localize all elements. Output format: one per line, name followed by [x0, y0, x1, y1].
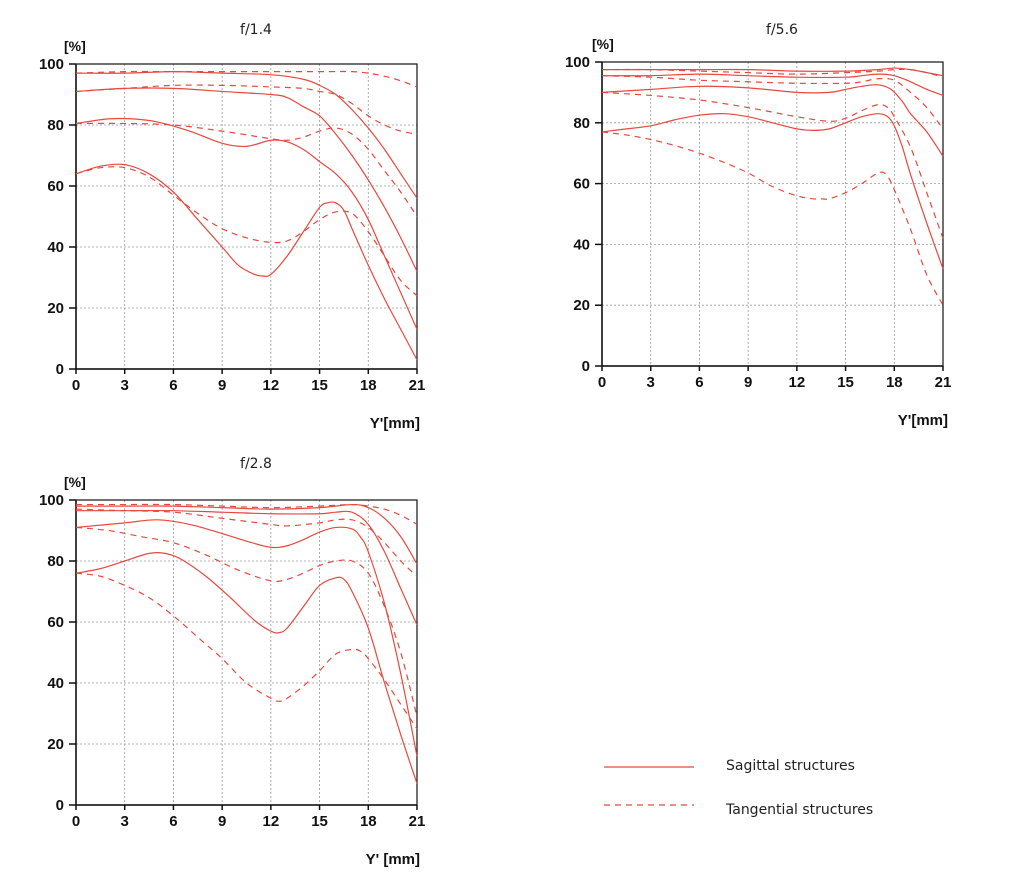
y-tick-label: 40 — [47, 239, 64, 256]
chart-f5-6: f/5.6 [%] Y'[mm] 0 20 40 60 80 100 0 3 6 9 12 15 18 2… — [565, 22, 951, 429]
grid — [75, 499, 418, 806]
tangential-curve — [75, 508, 418, 577]
sagittal-curve — [75, 519, 418, 757]
x-tick-label: 18 — [886, 374, 903, 391]
x-tick-label: 15 — [837, 374, 854, 391]
tangential-curve — [601, 131, 944, 306]
plot-frame — [601, 61, 944, 367]
tangential-curve — [601, 75, 944, 130]
tangential-curve — [75, 166, 418, 297]
x-tick-label: 3 — [121, 377, 129, 394]
legend: Sagittal structures Tangential structure… — [604, 758, 873, 818]
y-tick-label: 60 — [573, 176, 590, 193]
tangential-curve — [75, 503, 418, 525]
x-tick-label: 12 — [263, 377, 280, 394]
y-tick-label: 40 — [573, 236, 590, 253]
legend-tangential-label: Tangential structures — [725, 802, 873, 818]
sagittal-curve — [601, 73, 944, 97]
y-tick-label: 20 — [47, 300, 64, 317]
y-tick-label: 100 — [565, 54, 590, 71]
sagittal-curve — [75, 163, 418, 361]
y-tick-label: 80 — [47, 553, 64, 570]
sagittal-curve — [75, 71, 418, 199]
tangential-curve — [75, 84, 418, 135]
y-tick-label: 20 — [47, 736, 64, 753]
x-tick-label: 12 — [789, 374, 806, 391]
x-tick-label: 21 — [935, 374, 952, 391]
x-tick-label: 3 — [647, 374, 655, 391]
x-tick-label: 0 — [72, 377, 80, 394]
x-tick-label: 6 — [169, 377, 177, 394]
x-tick-label: 9 — [218, 377, 226, 394]
sagittal-curve — [601, 84, 944, 157]
tick-labels: 0 20 40 60 80 100 0 3 6 9 12 15 18 21 — [565, 54, 951, 391]
tangential-curve — [75, 70, 418, 88]
x-tick-label: 6 — [169, 813, 177, 830]
y-axis-unit: [%] — [64, 474, 86, 490]
y-tick-label: 40 — [47, 675, 64, 692]
y-axis-unit: [%] — [64, 38, 86, 54]
y-tick-label: 20 — [573, 297, 590, 314]
tick-labels: 0 20 40 60 80 100 0 3 6 9 12 15 18 21 — [39, 492, 425, 830]
x-tick-label: 15 — [311, 813, 328, 830]
x-tick-label: 6 — [695, 374, 703, 391]
x-tick-label: 21 — [409, 813, 426, 830]
tangential-curve — [75, 572, 418, 730]
x-tick-label: 12 — [263, 813, 280, 830]
y-tick-label: 0 — [56, 361, 64, 378]
tangential-curve — [601, 91, 944, 239]
tangential-curve — [75, 526, 418, 717]
x-axis-label: Y'[mm] — [370, 415, 420, 432]
chart-title: f/1.4 — [240, 22, 272, 38]
y-axis-unit: [%] — [592, 36, 614, 52]
grid — [601, 61, 944, 367]
y-tick-label: 100 — [39, 56, 64, 73]
curves — [75, 503, 418, 784]
y-tick-label: 0 — [56, 797, 64, 814]
y-tick-label: 80 — [573, 115, 590, 132]
sagittal-curve — [75, 87, 418, 272]
grid — [75, 63, 418, 370]
sagittal-curve — [601, 113, 944, 269]
curves — [601, 67, 944, 306]
sagittal-curve — [75, 509, 418, 626]
chart-f1-4: f/1.4 [%] Y'[mm] 0 20 40 60 80 100 0 3 6 9 12 15 18 2… — [39, 22, 425, 432]
x-tick-label: 15 — [311, 377, 328, 394]
x-tick-label: 18 — [360, 377, 377, 394]
y-tick-label: 0 — [582, 358, 590, 375]
tangential-curve — [601, 68, 944, 78]
sagittal-curve — [75, 551, 418, 784]
x-tick-label: 3 — [121, 813, 129, 830]
x-tick-label: 0 — [598, 374, 606, 391]
plot-frame — [75, 63, 418, 370]
x-tick-label: 18 — [360, 813, 377, 830]
chart-title: f/5.6 — [766, 22, 798, 38]
chart-title: f/2.8 — [240, 456, 272, 472]
x-tick-label: 0 — [72, 813, 80, 830]
y-tick-label: 100 — [39, 492, 64, 509]
legend-sagittal-label: Sagittal structures — [726, 758, 855, 774]
chart-f2-8: f/2.8 [%] Y' [mm] 0 20 40 60 80 100 0 3 6 9 12 15 18… — [39, 456, 425, 868]
y-tick-label: 60 — [47, 614, 64, 631]
tangential-curve — [75, 122, 418, 217]
sagittal-curve — [75, 117, 418, 330]
x-tick-label: 9 — [744, 374, 752, 391]
x-axis-label: Y'[mm] — [898, 412, 948, 429]
y-tick-label: 60 — [47, 178, 64, 195]
sagittal-curve — [75, 503, 418, 565]
y-tick-label: 80 — [47, 117, 64, 134]
tick-labels: 0 20 40 60 80 100 0 3 6 9 12 15 18 21 — [39, 56, 425, 394]
x-tick-label: 21 — [409, 377, 426, 394]
curves — [75, 70, 418, 361]
x-axis-label: Y' [mm] — [366, 851, 420, 868]
x-tick-label: 9 — [218, 813, 226, 830]
